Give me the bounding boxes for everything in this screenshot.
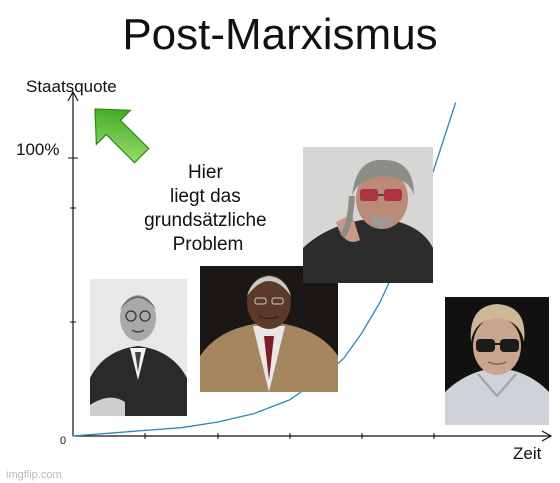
axis-ticks xyxy=(68,157,435,439)
green-arrow-icon xyxy=(94,108,150,164)
watermark: imgflip.com xyxy=(6,469,62,481)
axes xyxy=(67,90,553,442)
annotation-line-1: Hier xyxy=(188,162,224,183)
annotation-line-4: Problem xyxy=(173,234,244,255)
y-tick-label-100: 100% xyxy=(16,140,59,159)
annotation-text: Hier liegt das grundsätzliche Problem xyxy=(144,162,272,255)
x-axis-arrowhead xyxy=(541,430,553,442)
chart-title: Post-Marxismus xyxy=(122,10,437,59)
photo-man-long-hair-tinted-glasses xyxy=(303,147,433,283)
annotation-line-2: liegt das xyxy=(170,186,241,207)
photo-young-man-sunglasses xyxy=(445,297,549,425)
y-axis-label: Staatsquote xyxy=(26,77,117,96)
origin-label: 0 xyxy=(60,435,66,447)
photo-man-gray-hair-suit xyxy=(200,266,338,392)
annotation-line-3: grundsätzliche xyxy=(144,210,267,231)
x-axis-label: Zeit xyxy=(513,444,542,463)
y-axis-arrowhead xyxy=(67,90,79,102)
photo-man-bald-round-glasses xyxy=(90,279,187,416)
